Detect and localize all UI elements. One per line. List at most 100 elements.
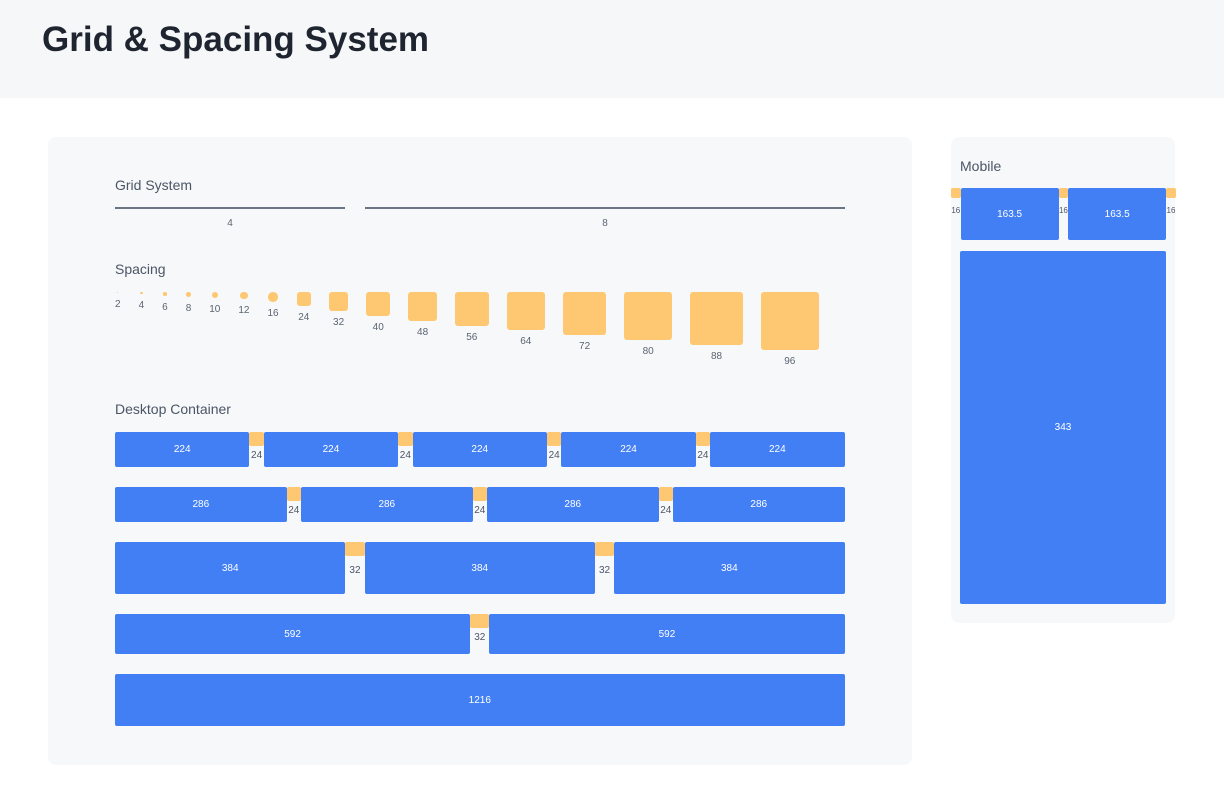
gutter-label: 24 [474, 505, 486, 516]
gutter-label: 16 [1058, 206, 1068, 215]
spacing-label: 12 [238, 305, 250, 317]
spacing-title: Spacing [115, 261, 166, 277]
desktop-row: 384 32 384 32 384 [115, 542, 845, 594]
gutter: 32 [470, 614, 490, 654]
gutter: 24 [695, 432, 711, 467]
grid-label: 8 [602, 218, 608, 229]
column: 384 [614, 542, 845, 594]
column: 384 [115, 542, 346, 594]
gutter-swatch [286, 487, 301, 501]
gutter: 24 [286, 487, 301, 522]
mobile-row: 16 163.5 16 163.5 16 [951, 188, 1176, 240]
gutter-swatch [658, 487, 673, 501]
spacing-label: 16 [267, 307, 279, 319]
gutter-label: 24 [697, 450, 709, 461]
spacing-label: 2 [115, 299, 121, 311]
spacing-label: 24 [298, 312, 310, 324]
spacing-item: 80 [624, 292, 673, 357]
spacing-swatch [329, 292, 349, 312]
gutter-swatch [695, 432, 711, 446]
spacing-item: 48 [408, 292, 437, 338]
gutter-label: 16 [951, 206, 961, 215]
gutter-swatch [1166, 188, 1176, 198]
grid-label: 4 [227, 218, 233, 229]
mobile-title: Mobile [960, 158, 1002, 174]
margin: 16 [1166, 188, 1176, 240]
spacing-label: 96 [784, 355, 796, 367]
spacing-item: 12 [238, 292, 250, 317]
column: 224 [115, 432, 250, 467]
gutter: 32 [594, 542, 615, 594]
spacing-swatch [296, 292, 312, 307]
spacing-swatch [186, 292, 191, 297]
column: 163.5 [1068, 188, 1167, 240]
spacing-swatch [455, 292, 489, 326]
spacing-scale: 2 4 6 8 10 12 16 24 32 40 48 56 64 72 80 88 96 [115, 292, 819, 367]
spacing-label: 8 [185, 302, 192, 314]
spacing-label: 4 [138, 300, 145, 312]
column: 286 [115, 487, 287, 522]
grid-line-8 [365, 207, 845, 209]
spacing-item: 32 [329, 292, 349, 329]
spacing-swatch [562, 292, 607, 336]
desktop-row: 1216 [115, 674, 845, 726]
gutter-swatch [470, 614, 490, 628]
spacing-swatch [506, 292, 545, 331]
spacing-swatch [117, 292, 119, 294]
gutter-label: 24 [288, 505, 300, 516]
spacing-label: 40 [372, 322, 384, 333]
gutter: 24 [658, 487, 673, 522]
spacing-item: 16 [268, 292, 279, 319]
column: 592 [115, 614, 471, 654]
spacing-item: 4 [138, 292, 145, 312]
gutter-label: 32 [474, 632, 486, 643]
margin: 16 [1058, 188, 1069, 240]
spacing-item: 64 [506, 292, 545, 348]
spacing-item: 56 [455, 292, 489, 343]
gutter-swatch [472, 487, 487, 501]
column: 286 [486, 487, 659, 522]
column: 224 [561, 432, 696, 467]
spacing-label: 64 [520, 336, 532, 348]
spacing-item: 72 [562, 292, 607, 352]
column: 224 [412, 432, 547, 467]
spacing-swatch [268, 292, 278, 302]
spacing-label: 80 [642, 346, 654, 357]
gutter-swatch [594, 542, 615, 556]
spacing-item: 6 [162, 292, 168, 313]
gutter-swatch [546, 432, 562, 446]
column: 224 [710, 432, 845, 467]
gutter: 24 [546, 432, 562, 467]
spacing-label: 10 [209, 304, 221, 315]
gutter-swatch [345, 542, 365, 556]
spacing-swatch [624, 292, 673, 340]
spacing-swatch [760, 292, 819, 350]
spacing-swatch [211, 292, 218, 298]
spacing-label: 88 [711, 350, 723, 362]
spacing-label: 48 [417, 326, 429, 338]
gutter-swatch [398, 432, 413, 446]
spacing-item: 24 [296, 292, 312, 324]
spacing-label: 6 [162, 301, 168, 313]
gutter-label: 24 [660, 505, 672, 516]
gutter-label: 32 [599, 565, 611, 576]
gutter-label: 24 [251, 450, 263, 461]
grid-line-4 [115, 207, 345, 209]
spacing-item: 10 [209, 292, 220, 315]
spacing-swatch [240, 292, 248, 300]
spacing-swatch [163, 292, 167, 296]
spacing-swatch [690, 292, 743, 345]
column: 286 [672, 487, 845, 522]
gutter-label: 32 [349, 565, 361, 576]
desktop-row: 286 24 286 24 286 24 286 [115, 487, 845, 522]
gutter: 24 [249, 432, 264, 467]
gutter-swatch [249, 432, 264, 446]
spacing-item: 40 [366, 292, 391, 333]
gutter: 24 [398, 432, 413, 467]
desktop-row: 592 32 592 [115, 614, 845, 654]
spacing-label: 56 [466, 331, 478, 343]
margin: 16 [951, 188, 961, 240]
spacing-label: 32 [333, 317, 345, 329]
grid-system-title: Grid System [115, 177, 193, 193]
column: 224 [263, 432, 399, 467]
